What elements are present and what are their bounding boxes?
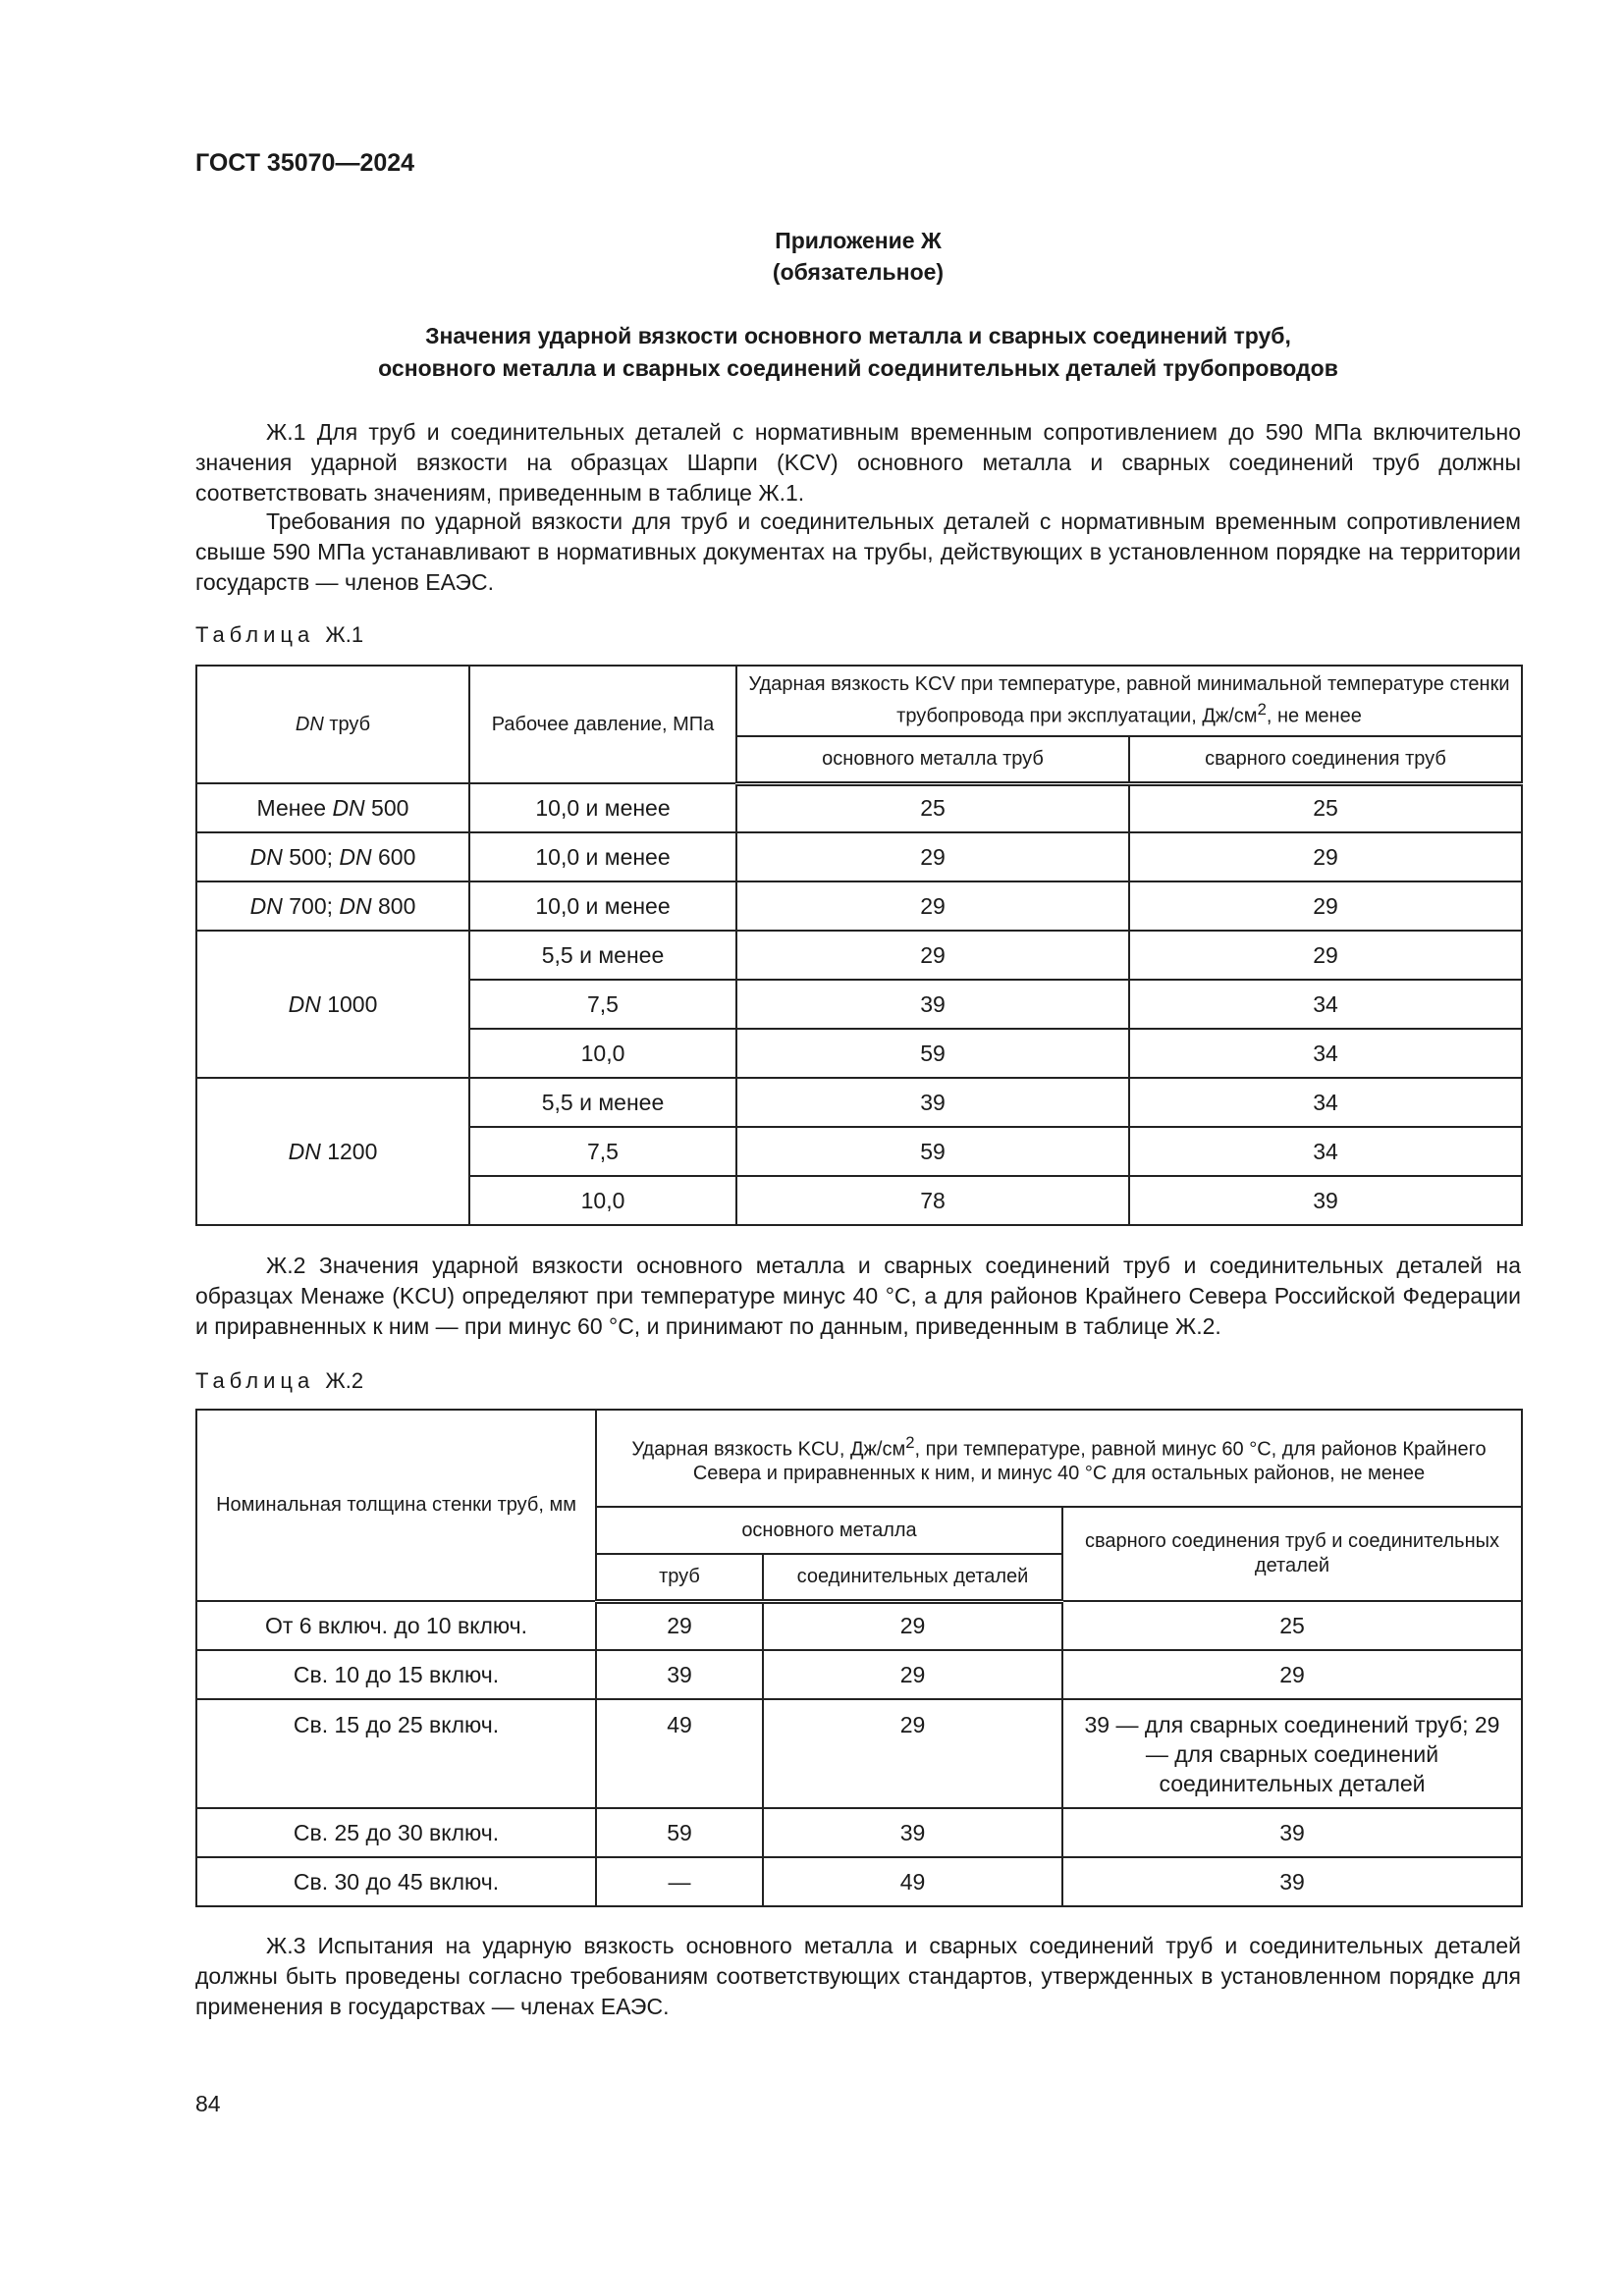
cell-pipes: 39 xyxy=(595,1649,764,1700)
cell-dn: Менее DN 500 xyxy=(195,782,470,833)
header-pipes: труб xyxy=(595,1553,764,1604)
cell-p: 5,5 и менее xyxy=(468,930,737,981)
paragraph-zh1-2: Требования по ударной вязкости для труб … xyxy=(195,508,1521,595)
cell-p: 10,0 и менее xyxy=(468,831,737,882)
cell-pipes: 49 xyxy=(595,1698,764,1809)
cell-weld: 34 xyxy=(1128,1028,1523,1079)
cell-weld: 25 xyxy=(1061,1600,1523,1651)
header-weld: сварного соединения труб xyxy=(1128,735,1523,786)
cell-base: 78 xyxy=(735,1175,1130,1226)
cell-weld: 29 xyxy=(1128,881,1523,932)
cell-dn: DN 1200 xyxy=(195,1077,470,1226)
cell-weld: 39 xyxy=(1128,1175,1523,1226)
table-row: Св. 30 до 45 включ. —49 39 xyxy=(195,1856,1523,1907)
cell-t: Св. 15 до 25 включ. xyxy=(195,1698,597,1809)
caption-number: Ж.2 xyxy=(325,1368,364,1393)
table-row: DN 1200 5,5 и менее 39 34 xyxy=(195,1077,1523,1226)
cell-p: 10,0 xyxy=(468,1175,737,1226)
cell-weld: 39 — для сварных соединений труб; 29 — д… xyxy=(1061,1698,1523,1809)
cell-weld: 29 xyxy=(1128,831,1523,882)
table-row: DN 1000 5,5 и менее 29 29 xyxy=(195,930,1523,1079)
header-dn: DN труб xyxy=(195,665,470,784)
cell-weld: 39 xyxy=(1061,1856,1523,1907)
appendix-status: (обязательное) xyxy=(772,259,945,285)
cell-p: 10,0 и менее xyxy=(468,881,737,932)
cell-base: 29 xyxy=(735,881,1130,932)
cell-p: 7,5 xyxy=(468,979,737,1030)
table-zh1: DN труб Рабочее давление, МПа Ударная вя… xyxy=(195,665,1523,1226)
cell-t: Св. 25 до 30 включ. xyxy=(195,1807,597,1858)
table-row: Св. 10 до 15 включ. 39 29 29 xyxy=(195,1649,1523,1700)
cell-fittings: 49 xyxy=(762,1856,1063,1907)
cell-weld: 25 xyxy=(1128,782,1523,833)
cell-weld: 29 xyxy=(1061,1649,1523,1700)
table-zh2: Номинальная толщина стенки труб, мм Удар… xyxy=(195,1409,1523,1907)
cell-base: 29 xyxy=(735,831,1130,882)
page-number: 84 xyxy=(195,2091,221,2116)
table-row: Менее DN 500 10,0 и менее 25 25 xyxy=(195,782,1523,833)
caption-number: Ж.1 xyxy=(325,622,364,647)
paragraph-zh2: Ж.2 Значения ударной вязкости основного … xyxy=(195,1253,1521,1339)
table2-caption: Таблица Ж.2 xyxy=(195,1368,363,1394)
table-row: 7,5 39 34 xyxy=(196,979,1523,1030)
cell-fittings: 29 xyxy=(762,1649,1063,1700)
header-base-metal: основного металла xyxy=(595,1506,1063,1555)
table-row: 10,0 78 39 xyxy=(196,1175,1523,1226)
header-thickness: Номинальная толщина стенки труб, мм xyxy=(195,1409,597,1602)
cell-fittings: 29 xyxy=(762,1698,1063,1809)
cell-p: 5,5 и менее xyxy=(468,1077,737,1128)
cell-p: 10,0 и менее xyxy=(468,782,737,833)
cell-weld: 39 xyxy=(1061,1807,1523,1858)
caption-label: Таблица xyxy=(195,622,315,647)
header-weld: сварного соединения труб и соединительны… xyxy=(1061,1506,1523,1602)
cell-t: От 6 включ. до 10 включ. xyxy=(195,1600,597,1651)
cell-base: 59 xyxy=(735,1126,1130,1177)
cell-weld: 34 xyxy=(1128,1077,1523,1128)
cell-dn: DN 1000 xyxy=(195,930,470,1079)
cell-pipes: 59 xyxy=(595,1807,764,1858)
cell-p: 7,5 xyxy=(468,1126,737,1177)
caption-label: Таблица xyxy=(195,1368,315,1393)
table-row: DN 700; DN 800 10,0 и менее 29 29 xyxy=(195,881,1523,932)
cell-fittings: 39 xyxy=(762,1807,1063,1858)
table-row: DN 500; DN 600 10,0 и менее 29 29 xyxy=(195,831,1523,882)
cell-pipes: 29 xyxy=(595,1600,764,1651)
cell-weld: 34 xyxy=(1128,979,1523,1030)
cell-t: Св. 10 до 15 включ. xyxy=(195,1649,597,1700)
table-row: От 6 включ. до 10 включ. 29 29 25 xyxy=(195,1600,1523,1651)
table-row: Св. 15 до 25 включ. 49 29 39 — для сварных … xyxy=(195,1698,1523,1809)
section-title-line2: основного металла и сварных соединений с… xyxy=(378,355,1338,381)
header-base-metal: основного металла труб xyxy=(735,735,1130,786)
cell-pipes: — xyxy=(595,1856,764,1907)
cell-weld: 29 xyxy=(1128,930,1523,981)
document-id: ГОСТ 35070—2024 xyxy=(195,149,415,177)
cell-dn: DN 700; DN 800 xyxy=(195,881,470,932)
header-kcv: Ударная вязкость KCV при температуре, ра… xyxy=(735,665,1523,737)
paragraph-zh1: Ж.1 Для труб и соединительных деталей с … xyxy=(195,419,1521,506)
table-row: 10,0 59 34 xyxy=(196,1028,1523,1079)
section-title-line1: Значения ударной вязкости основного мета… xyxy=(425,323,1291,348)
table-row: 7,5 59 34 xyxy=(196,1126,1523,1177)
header-pressure: Рабочее давление, МПа xyxy=(468,665,737,784)
table1-caption: Таблица Ж.1 xyxy=(195,622,363,648)
cell-fittings: 29 xyxy=(762,1600,1063,1651)
cell-weld: 34 xyxy=(1128,1126,1523,1177)
cell-t: Св. 30 до 45 включ. xyxy=(195,1856,597,1907)
paragraph-zh3: Ж.3 Испытания на ударную вязкость основн… xyxy=(195,1933,1521,2019)
cell-p: 10,0 xyxy=(468,1028,737,1079)
header-kcu: Ударная вязкость KCU, Дж/см2, при темпер… xyxy=(595,1409,1523,1508)
table-row: Св. 25 до 30 включ. 59 39 39 xyxy=(195,1807,1523,1858)
cell-base: 39 xyxy=(735,1077,1130,1128)
cell-base: 39 xyxy=(735,979,1130,1030)
cell-base: 25 xyxy=(735,782,1130,833)
header-fittings: соединительных деталей xyxy=(762,1553,1063,1604)
cell-dn: DN 500; DN 600 xyxy=(195,831,470,882)
cell-base: 29 xyxy=(735,930,1130,981)
cell-base: 59 xyxy=(735,1028,1130,1079)
appendix-title: Приложение Ж xyxy=(775,228,942,253)
